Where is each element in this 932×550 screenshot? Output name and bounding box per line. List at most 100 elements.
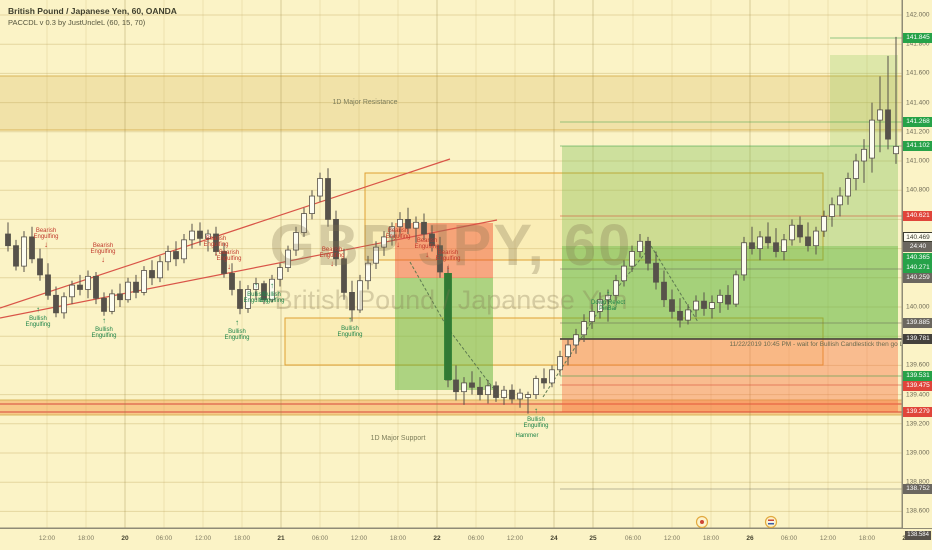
time-tick: 12:00 — [350, 535, 368, 542]
down-arrow-icon: ↓ — [101, 255, 105, 264]
price-level-badge: 139.475 — [903, 381, 932, 391]
candle-down — [29, 236, 35, 260]
candle-up — [189, 230, 195, 241]
time-tick: 12:00 — [38, 535, 56, 542]
candle-down — [229, 273, 235, 290]
candle-up — [741, 242, 747, 276]
candle-up — [533, 378, 539, 396]
candle-down — [237, 289, 243, 309]
time-tick: 06:00 — [780, 535, 798, 542]
candle-up — [21, 236, 27, 267]
candle-down — [45, 274, 51, 296]
pattern-label: Bullish Engulfing — [523, 417, 549, 429]
price-tick: 140.000 — [906, 303, 930, 311]
up-arrow-icon: ↑ — [36, 305, 40, 314]
up-arrow-icon: ↑ — [534, 406, 538, 415]
price-level-badge: 139.781 — [903, 334, 932, 344]
demand-zone-dark-green — [562, 246, 898, 339]
price-tick: 140.800 — [906, 186, 930, 194]
candle-up — [573, 334, 579, 346]
candle-down — [261, 283, 267, 301]
candle-down — [701, 300, 707, 309]
candle-up — [733, 274, 739, 305]
candle-down — [341, 258, 347, 293]
candle-up — [397, 218, 403, 228]
candle-down — [509, 389, 515, 400]
candle-up — [813, 230, 819, 247]
support-label: 1D Major Support — [370, 435, 426, 442]
candle-up — [613, 280, 619, 296]
candle-up — [557, 356, 563, 371]
candle-down — [133, 281, 139, 293]
candle-up — [125, 281, 131, 301]
candle-up — [757, 236, 763, 249]
candle-up — [821, 216, 827, 232]
candle-up — [637, 240, 643, 252]
candle-up — [589, 310, 595, 323]
candle-down — [117, 293, 123, 301]
candle-up — [709, 302, 715, 309]
candle-up — [141, 270, 147, 293]
time-tick: 20 — [121, 535, 129, 542]
up-arrow-icon: ↑ — [270, 281, 274, 290]
candle-up — [309, 195, 315, 214]
price-tick: 139.200 — [906, 420, 930, 428]
supply-box-red — [395, 223, 493, 278]
price-level-badge: 140.259 — [903, 273, 932, 283]
candle-down — [885, 109, 891, 140]
candle-up — [85, 275, 91, 290]
price-tick: 141.200 — [906, 128, 930, 136]
candle-up — [621, 265, 627, 282]
candle-down — [661, 281, 667, 301]
candle-up — [781, 239, 787, 252]
pattern-label: Down Reject PinBar — [590, 300, 626, 312]
candle-down — [213, 233, 219, 252]
candle-down — [797, 224, 803, 238]
chart-legend: British Pound / Japanese Yen, 60, OANDA … — [8, 6, 177, 28]
candle-up — [381, 236, 387, 248]
candle-up — [181, 239, 187, 260]
candle-up — [69, 284, 75, 298]
candle-up — [301, 213, 307, 233]
news-flag-glyph — [768, 519, 774, 522]
time-tick: 12:00 — [819, 535, 837, 542]
candle-up — [205, 233, 211, 239]
symbol-title[interactable]: British Pound / Japanese Yen, 60, OANDA — [8, 6, 177, 16]
candle-down — [325, 178, 331, 220]
price-level-badge: 140.469 — [903, 232, 932, 242]
candle-up — [893, 145, 899, 155]
pattern-label: Bearish Engulfing — [216, 250, 242, 262]
time-tick: 06:00 — [467, 535, 485, 542]
candle-down — [749, 242, 755, 249]
candle-up — [845, 178, 851, 197]
time-tick: 21 — [277, 535, 285, 542]
candle-up — [789, 224, 795, 241]
candle-up — [581, 321, 587, 336]
price-axis[interactable]: 142.000 141.800 141.600 141.400 141.200 141.0… — [902, 0, 932, 528]
pattern-label: Bullish Engulfing — [25, 316, 51, 328]
pattern-label: Bearish Engulfing — [435, 250, 461, 262]
bar-countdown-badge: 24:40 — [903, 242, 932, 252]
pattern-label: Bearish Engulfing — [203, 236, 229, 248]
price-level-badge: 138.752 — [903, 484, 932, 494]
price-level-badge: 140.365 — [903, 253, 932, 263]
pattern-label: Hammer — [515, 433, 539, 439]
candle-up — [717, 294, 723, 304]
indicator-label[interactable]: PACCDL v 0.3 by JustUncleL (60, 15, 70) — [8, 18, 146, 27]
time-tick: 24 — [550, 535, 558, 542]
time-tick: 12:00 — [663, 535, 681, 542]
time-tick: 18:00 — [77, 535, 95, 542]
pattern-label: Bullish Engulfing — [337, 326, 363, 338]
price-tick: 141.400 — [906, 99, 930, 107]
candle-down — [349, 291, 355, 311]
pattern-label: Bullish Engulfing — [91, 327, 117, 339]
candle-up — [269, 278, 275, 301]
time-axis[interactable]: 138.584 12:00 18:00 20 06:00 12:00 18:00 21 06:… — [0, 528, 932, 550]
candle-down — [677, 310, 683, 321]
up-arrow-icon: ↑ — [606, 289, 610, 298]
pattern-label: Bullish Engulfing — [259, 292, 285, 304]
candle-down — [805, 236, 811, 247]
candle-down — [437, 245, 443, 273]
